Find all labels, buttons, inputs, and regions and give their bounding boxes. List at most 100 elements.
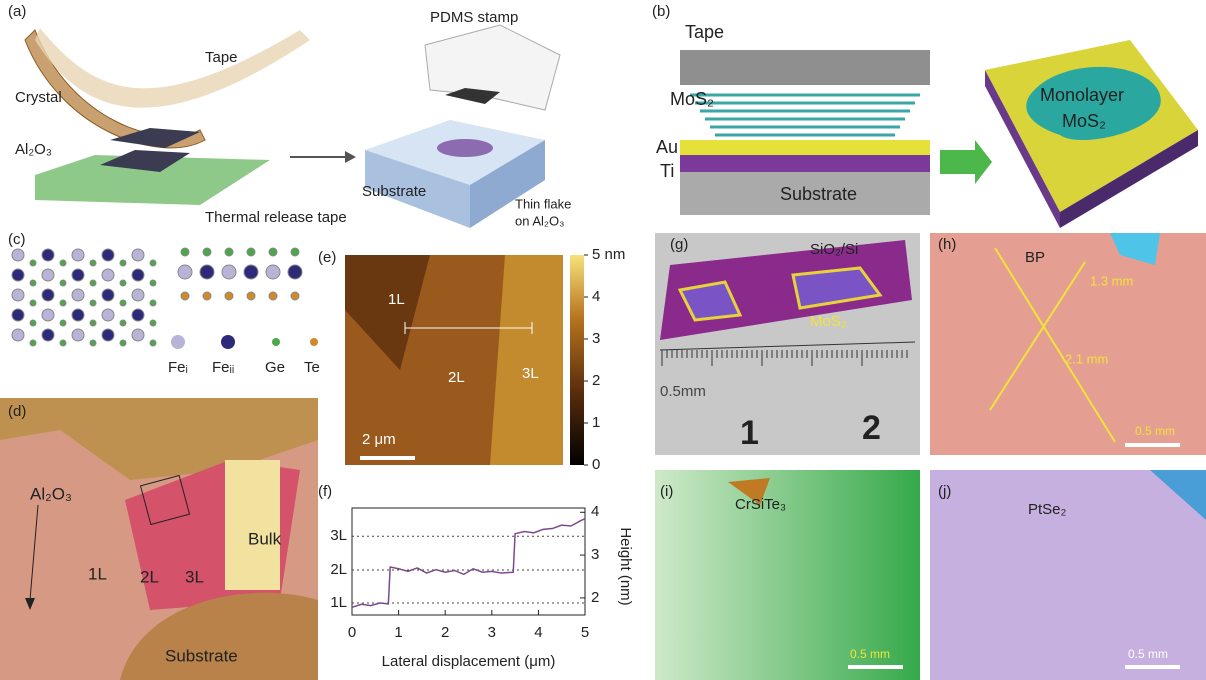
- label: 2L: [140, 567, 159, 586]
- panel-b: (b) Tape MoS₂ Au Ti Substrate Monolayer …: [652, 3, 1198, 228]
- atom: [42, 329, 54, 341]
- colorbar-tick-label: 0: [592, 456, 600, 473]
- atom: [102, 309, 114, 321]
- panel-label: (f): [318, 483, 332, 500]
- label: 3L: [185, 567, 204, 586]
- label: Substrate: [780, 184, 857, 204]
- atom: [150, 320, 156, 326]
- data-line: [352, 519, 585, 608]
- label: Crystal: [15, 89, 62, 106]
- label: 0.5 mm: [850, 647, 890, 661]
- level-label: 1L: [330, 594, 347, 611]
- colorbar-tick-label: 1: [592, 414, 600, 431]
- atom: [72, 269, 84, 281]
- panel-j: (j) PtSe₂ 0.5 mm: [930, 470, 1206, 680]
- label: 2 μm: [362, 431, 396, 448]
- panel-label: (e): [318, 249, 336, 266]
- atom: [90, 340, 96, 346]
- atom: [247, 248, 255, 256]
- panel-h: (h) BP 1.3 mm 2.1 mm 0.5 mm: [930, 233, 1206, 455]
- level-label: 2L: [330, 561, 347, 578]
- atom: [150, 340, 156, 346]
- atom: [150, 300, 156, 306]
- label: Bulk: [248, 529, 282, 548]
- label: MoS₂: [670, 89, 714, 109]
- atom: [102, 269, 114, 281]
- atom: [90, 280, 96, 286]
- panel-label: (i): [660, 483, 673, 500]
- x-tick-label: 5: [581, 624, 589, 641]
- atom: [132, 289, 144, 301]
- x-tick-label: 3: [488, 624, 496, 641]
- panel-label: (b): [652, 3, 670, 20]
- panel-d: (d) Al₂O₃ 1L 2L 3L Bulk Substrate: [0, 398, 318, 680]
- y-tick-label: 2: [591, 589, 599, 606]
- legend-label: Ge: [265, 359, 285, 376]
- atom: [132, 329, 144, 341]
- atom: [72, 249, 84, 261]
- atom: [120, 260, 126, 266]
- atom: [225, 292, 233, 300]
- label: 0.5 mm: [1135, 424, 1175, 438]
- panel-label: (j): [938, 483, 951, 500]
- atom: [120, 340, 126, 346]
- y-axis-label: Height (nm): [617, 527, 634, 605]
- level-label: 3L: [330, 527, 347, 544]
- legend-label: Te: [304, 359, 320, 376]
- label: 0.5 mm: [1128, 647, 1168, 661]
- label: Al₂O₃: [30, 484, 72, 503]
- label: Monolayer: [1040, 85, 1124, 105]
- x-axis-label: Lateral displacement (μm): [382, 653, 556, 670]
- panel-label: (a): [8, 3, 26, 20]
- label: Ti: [660, 161, 674, 181]
- atom: [150, 260, 156, 266]
- atom: [132, 269, 144, 281]
- atom: [269, 248, 277, 256]
- atom: [42, 289, 54, 301]
- atom: [225, 248, 233, 256]
- label: Tape: [205, 49, 238, 66]
- label: MoS₂: [1062, 111, 1106, 131]
- label: 1L: [88, 564, 107, 583]
- atom: [247, 292, 255, 300]
- x-tick-label: 1: [394, 624, 402, 641]
- label: 2L: [448, 369, 465, 386]
- atom: [200, 265, 214, 279]
- panel-label: (c): [8, 231, 26, 248]
- atom: [269, 292, 277, 300]
- y-tick-label: 4: [591, 503, 599, 520]
- label: Substrate: [165, 646, 238, 665]
- atom: [90, 300, 96, 306]
- atom: [132, 249, 144, 261]
- atom: [72, 329, 84, 341]
- atom: [60, 320, 66, 326]
- atom: [102, 249, 114, 261]
- atom: [60, 300, 66, 306]
- label: Substrate: [362, 183, 426, 200]
- atom: [203, 248, 211, 256]
- label: 1: [740, 414, 759, 452]
- label: SiO₂/Si: [810, 241, 858, 258]
- atom: [72, 289, 84, 301]
- label: Al₂O₃: [15, 141, 52, 158]
- atom: [12, 309, 24, 321]
- legend-label: Feᵢ: [168, 359, 188, 376]
- panel-label: (d): [8, 403, 26, 420]
- atom: [30, 340, 36, 346]
- label: Thermal release tape: [205, 209, 347, 226]
- label: 1L: [388, 291, 405, 308]
- atom: [12, 249, 24, 261]
- atom: [42, 309, 54, 321]
- atom: [30, 300, 36, 306]
- panel-g: (g) SiO₂/Si MoS₂ 0.5mm 1 2: [655, 233, 920, 455]
- y-tick-label: 3: [591, 546, 599, 563]
- x-tick-label: 0: [348, 624, 356, 641]
- atom: [291, 292, 299, 300]
- atom: [42, 269, 54, 281]
- panel-i: (i) CrSiTe₃ 0.5 mm: [655, 470, 920, 680]
- atom: [266, 265, 280, 279]
- atom: [132, 309, 144, 321]
- label: Tape: [685, 22, 724, 42]
- label: PDMS stamp: [430, 9, 518, 26]
- atom: [72, 309, 84, 321]
